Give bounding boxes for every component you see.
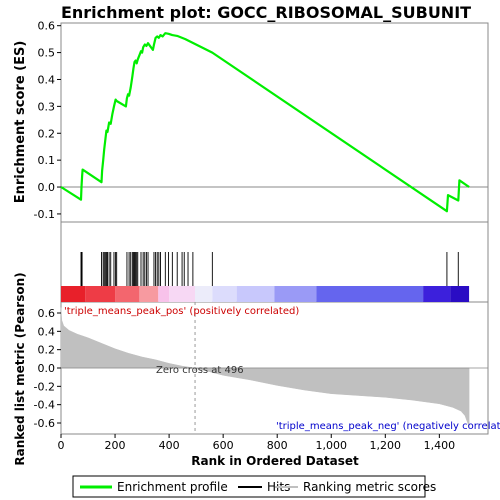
- colorbar-segment: [274, 286, 317, 302]
- colorbar-segment: [316, 286, 424, 302]
- xtick-label: 200: [105, 439, 126, 452]
- es-ytick-label: 0.4: [38, 73, 56, 86]
- colorbar-segment: [212, 286, 237, 302]
- es-ytick-label: 0.5: [38, 47, 56, 60]
- es-ytick-label: 0.0: [38, 181, 56, 194]
- ranked-panel: -0.6 -0.4 -0.2 0.0 0.2 0.4 0.6 0 200 400 600 800 1,0…: [34, 302, 488, 452]
- xtick-label: 600: [213, 439, 234, 452]
- xtick-label: 0: [58, 439, 65, 452]
- es-ytick-label: 0.2: [38, 127, 56, 140]
- legend-label-ranking: Ranking metric scores: [303, 480, 436, 494]
- pos-correlated-label: 'triple_means_peak_pos' (positively corr…: [64, 306, 299, 317]
- colorbar-segment: [423, 286, 451, 302]
- es-panel-frame: [60, 22, 489, 223]
- enrichment-profile-line: [60, 32, 470, 213]
- xtick-label: 800: [267, 439, 288, 452]
- colorbar-segment: [139, 286, 159, 302]
- colorbar-segment: [158, 286, 170, 302]
- ranked-ytick-label: 0.6: [38, 307, 56, 320]
- neg-correlated-label: 'triple_means_peak_neg' (negatively corr…: [276, 421, 500, 432]
- ranked-ytick-label: -0.4: [34, 399, 55, 412]
- xtick-label: 400: [159, 439, 180, 452]
- x-axis-label: Rank in Ordered Dataset: [191, 454, 359, 468]
- ranked-ytick-label: 0.2: [38, 344, 56, 357]
- hits-panel: [80, 252, 459, 286]
- ranked-ytick-label: 0.0: [38, 362, 56, 375]
- ranked-ytick-label: -0.6: [34, 417, 55, 430]
- colorbar-segment: [169, 286, 196, 302]
- xtick-label: 1,400: [424, 439, 456, 452]
- colorbar-segment: [450, 286, 470, 302]
- colorbar-segment: [115, 286, 140, 302]
- es-axis-label: Enrichment score (ES): [13, 41, 28, 204]
- chart-title: Enrichment plot: GOCC_RIBOSOMAL_SUBUNIT: [61, 3, 471, 22]
- xtick-label: 1,200: [370, 439, 402, 452]
- legend: Enrichment profile Hits Ranking metric s…: [72, 475, 436, 498]
- ranked-ytick-label: -0.2: [34, 380, 55, 393]
- es-ytick-label: -0.1: [34, 208, 55, 221]
- es-panel: -0.1 0.0 0.1 0.2 0.3 0.4 0.5 0.6: [34, 20, 488, 221]
- colorbar: [61, 286, 470, 302]
- es-ytick-label: 0.1: [38, 154, 56, 167]
- colorbar-segment: [85, 286, 116, 302]
- xtick-label: 1,000: [316, 439, 348, 452]
- colorbar-segment: [195, 286, 213, 302]
- zero-cross-label: Zero cross at 496: [156, 365, 244, 376]
- colorbar-segment: [236, 286, 275, 302]
- legend-label-enrichment: Enrichment profile: [117, 480, 228, 494]
- ranked-ytick-label: 0.4: [38, 325, 56, 338]
- es-ytick-label: 0.3: [38, 100, 56, 113]
- es-ytick-label: 0.6: [38, 20, 56, 33]
- ranked-axis-label: Ranked list metric (Pearson): [13, 272, 27, 465]
- colorbar-segment: [61, 286, 86, 302]
